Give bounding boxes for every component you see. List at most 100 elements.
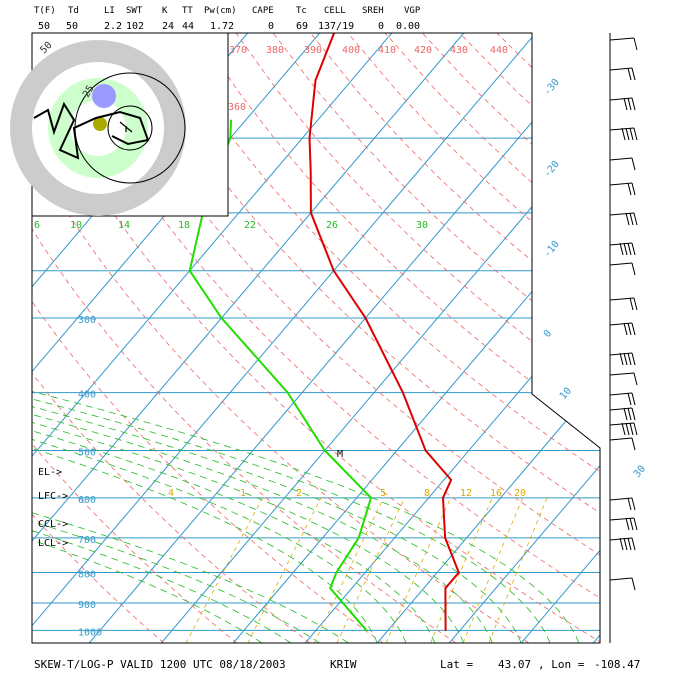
moist-adiabat — [32, 212, 580, 643]
dewpoint-trace-point — [329, 587, 332, 589]
header-label: Pw(cm) — [204, 6, 237, 16]
dry-adiabat — [272, 33, 600, 643]
isotherm-line — [665, 33, 680, 643]
wind-barb-flag — [621, 422, 626, 436]
hodograph-ring-label: 25 — [81, 84, 97, 100]
isotherm-line — [32, 33, 537, 643]
wind-barb-flag — [625, 422, 630, 436]
moist-adiabat-label: 10 — [70, 220, 82, 231]
header-value: 0.00 — [396, 21, 420, 32]
wind-barb-flag — [625, 212, 630, 226]
isobar-label: 500 — [78, 448, 96, 459]
dewpoint-trace-point — [324, 449, 326, 452]
temperature-trace-point — [444, 537, 446, 539]
mixing-ratio-line — [314, 497, 384, 643]
wind-barb-flag — [623, 242, 628, 256]
wind-barb-flag — [623, 322, 628, 336]
wind-barb — [609, 157, 633, 161]
wind-barb-flag — [625, 517, 630, 531]
header-value: 0 — [378, 21, 384, 32]
header-value: 24 — [162, 21, 174, 32]
wind-barb-flag — [627, 537, 632, 551]
wind-barb — [609, 372, 635, 376]
isobar-label: 700 — [78, 535, 96, 546]
temperature-trace-point — [424, 449, 427, 452]
wind-barb-flag — [629, 127, 634, 141]
dry-adiabat-label: 420 — [414, 45, 432, 56]
mixing-ratio-line — [247, 497, 322, 643]
isotherm-line — [32, 33, 321, 643]
dry-adiabat — [571, 33, 600, 643]
temperature-trace-point — [364, 317, 367, 319]
wind-barb-flag — [629, 297, 634, 311]
temperature-trace-point — [332, 269, 335, 272]
dry-adiabat-label: 390 — [304, 45, 322, 56]
wind-barb-flag — [629, 422, 634, 436]
dry-adiabat — [32, 33, 238, 643]
dry-adiabat — [609, 33, 680, 643]
temperature-trace-point — [444, 629, 447, 632]
wind-barb — [609, 577, 633, 581]
dewpoint-trace-point — [286, 391, 289, 394]
hodograph-circle — [107, 105, 153, 151]
wind-barb-flag — [633, 297, 638, 311]
wind-barb-flag — [627, 242, 632, 256]
storm-motion-marker — [92, 84, 116, 108]
header-label: T(F) — [34, 6, 56, 16]
isotherm-line — [520, 33, 600, 643]
mixing-ratio-line — [336, 497, 406, 643]
wind-barb-flag — [631, 392, 636, 406]
mixing-ratio-label: 2 — [296, 488, 302, 499]
dry-adiabat — [646, 33, 680, 643]
dry-adiabat-label: 360 — [228, 102, 246, 113]
hodograph-trace — [33, 101, 150, 160]
dry-adiabat-label: 440 — [490, 45, 508, 56]
hodograph-crosshair — [119, 121, 133, 133]
wind-barb-flag — [623, 537, 628, 551]
header-label: CELL — [324, 6, 346, 16]
moist-adiabat — [32, 212, 378, 643]
temperature-trace-point — [308, 137, 311, 139]
wind-barb-flag — [633, 37, 638, 51]
dry-adiabat — [161, 33, 600, 643]
wind-barb-flag — [627, 352, 632, 366]
dry-adiabat-label: 380 — [266, 45, 284, 56]
wind-barb-flag — [631, 242, 636, 256]
temperature-trace-point — [402, 391, 404, 394]
header-value: 0 — [268, 21, 274, 32]
isobar-label: 1000 — [78, 627, 102, 638]
lon-value: -108.47 — [594, 658, 640, 671]
wind-barb-flag — [627, 97, 632, 111]
temperature-trace-point — [458, 571, 460, 574]
wind-barb-flag — [631, 322, 636, 336]
moist-adiabat — [32, 212, 320, 643]
dry-adiabat — [496, 33, 600, 643]
mean-wind-marker — [93, 117, 107, 131]
dewpoint-trace-point — [188, 269, 191, 272]
moist-adiabat — [32, 212, 493, 643]
footer: SKEW-T/LOG-P VALID 1200 UTC 08/18/2003 K… — [34, 658, 640, 671]
header-label: CAPE — [252, 6, 274, 16]
isotherm-label: -20 — [542, 159, 562, 180]
dry-adiabat — [32, 33, 457, 643]
header-value: 50 — [66, 21, 78, 32]
wind-barb-flag — [631, 352, 636, 366]
isotherm-line — [448, 33, 600, 643]
temperature-trace-point — [310, 212, 312, 214]
wind-barb-column — [609, 33, 638, 643]
moist-adiabat — [32, 212, 407, 643]
wind-barb-flag — [633, 127, 638, 141]
wind-barb — [609, 437, 633, 441]
isotherm-label: -10 — [542, 239, 562, 260]
header-value: 69 — [296, 21, 308, 32]
dewpoint-trace-point — [365, 629, 368, 632]
mixing-ratio-label: 16 — [490, 488, 502, 499]
header-value: 50 — [38, 21, 50, 32]
moist-adiabat — [32, 212, 292, 643]
header-label: SWT — [126, 6, 143, 16]
wind-barb-flag — [627, 392, 632, 406]
header-value: 44 — [182, 21, 194, 32]
wind-barb-flag — [631, 437, 636, 451]
lat-value: 43.07 — [498, 658, 531, 671]
moist-adiabat-label: 6 — [34, 220, 40, 231]
